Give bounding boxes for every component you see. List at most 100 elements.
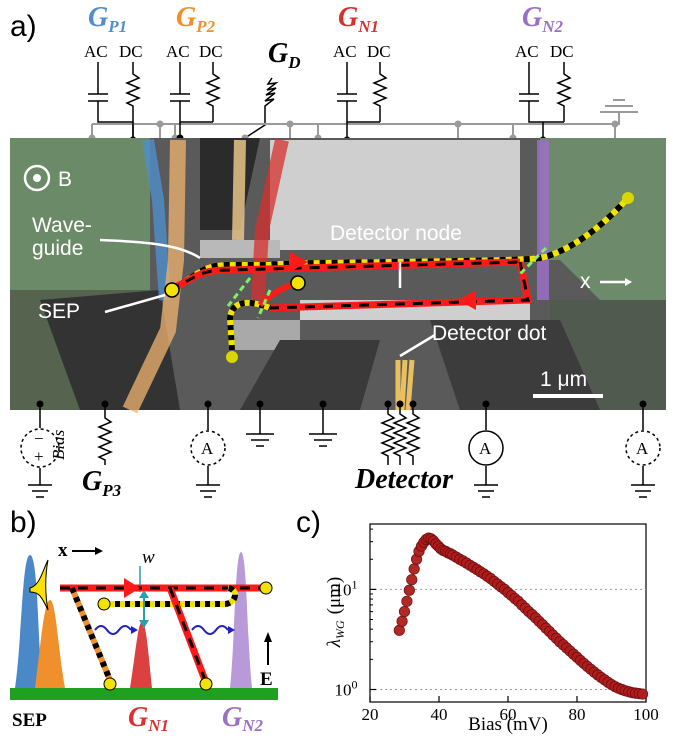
- panel-label-a: a): [10, 10, 37, 43]
- waveguide-label-1: Wave-: [32, 214, 92, 237]
- scale-bar-label: 1 μm: [540, 368, 587, 391]
- sem-labels: B Wave- guide Detector node SEP Detector…: [23, 164, 632, 398]
- sem-image: [10, 138, 666, 414]
- scale-bar: [533, 394, 603, 398]
- data-points: [393, 532, 649, 700]
- waveguide-label-2: guide: [32, 237, 83, 260]
- e-label: E: [260, 669, 273, 690]
- data-point: [403, 584, 415, 596]
- ammeter-label-2: A: [479, 439, 492, 458]
- bottom-circuit: − + Bias GP3 A Detector A A: [20, 400, 661, 500]
- gate-n2-b-sub: N2: [241, 716, 263, 735]
- ac-label-p1: AC: [84, 42, 108, 61]
- chart: 20 40 60 80 100 100 101 Bias (mV) λWG (μm): [324, 523, 659, 735]
- y-tick-label-1: 101: [335, 577, 358, 599]
- sep-label: SEP: [38, 300, 80, 323]
- gate-d-sub: D: [287, 53, 300, 72]
- detector-resistors: [380, 404, 421, 465]
- resistor-p1: [125, 62, 141, 140]
- gate-n1-b-name: G: [128, 702, 148, 733]
- gate-title-n1: GN1: [338, 2, 379, 36]
- y-ticks: 100 101: [335, 528, 376, 699]
- gate-title-d: GD: [268, 38, 301, 72]
- svg-text:GN2: GN2: [222, 702, 264, 735]
- y-axis-label-units: (μm): [324, 577, 345, 615]
- data-point: [408, 563, 420, 575]
- y-axis-label-sub: WG: [333, 620, 347, 639]
- dc-label-p2: DC: [199, 42, 223, 61]
- x-direction-label: x: [580, 270, 591, 293]
- bias-minus: −: [34, 429, 44, 448]
- panel-label-b: b): [10, 506, 37, 539]
- x-arrow-icon: [625, 278, 632, 286]
- detector-label: Detector: [354, 464, 454, 495]
- data-point: [636, 688, 649, 700]
- y-tick-label-0: 100: [335, 677, 358, 699]
- ground-plane: [10, 688, 278, 700]
- x-tick-label-3: 80: [569, 705, 586, 724]
- svg-text:GN2: GN2: [522, 2, 564, 36]
- data-point: [398, 605, 411, 618]
- acdc-labels: AC DC AC DC AC DC AC DC: [84, 42, 574, 61]
- ammeter-label-1: A: [201, 439, 214, 458]
- ground-1-icon: [246, 404, 274, 447]
- gate-n2-b-name: G: [222, 702, 242, 733]
- gate-n2-sub: N2: [541, 17, 563, 36]
- edge-channels: [164, 192, 634, 363]
- dc-label-n2: DC: [550, 42, 574, 61]
- sep-dot-icon: [164, 282, 180, 298]
- ammeter-icon-3: [625, 430, 661, 466]
- ac-label-p2: AC: [166, 42, 190, 61]
- gate-n2-name: G: [522, 2, 542, 33]
- gate-p3-name: G: [82, 466, 102, 497]
- gate-n1-name: G: [338, 2, 358, 33]
- dc-label-p1: DC: [119, 42, 143, 61]
- svg-text:GP1: GP1: [88, 2, 127, 36]
- data-point: [406, 574, 418, 586]
- gate-n1-sub: N1: [357, 17, 379, 36]
- ammeter-icon-2: [468, 430, 504, 466]
- gate-p2-name: G: [176, 2, 196, 33]
- gate-p1-sub: P1: [107, 17, 127, 36]
- svg-text:GP3: GP3: [82, 466, 122, 500]
- x-tick-label-1: 40: [431, 705, 448, 724]
- ground-2-icon: [309, 404, 337, 447]
- svg-text:GN1: GN1: [128, 702, 169, 735]
- detector-node-label: Detector node: [330, 222, 462, 245]
- b-field-out-icon: [23, 164, 51, 192]
- top-circuit: [88, 62, 638, 144]
- w-label: w: [142, 547, 155, 568]
- chart-grid: [370, 588, 646, 690]
- panel-label-c: c): [296, 506, 321, 539]
- x-label-b: x: [58, 540, 68, 561]
- x-ticks: 20 40 60 80 100: [362, 696, 659, 724]
- ac-label-n1: AC: [333, 42, 357, 61]
- dc-label-n1: DC: [367, 42, 391, 61]
- bias-source-icon: [20, 428, 60, 468]
- gate-p3-sub: P3: [101, 481, 121, 500]
- schematic-b: x w E SEP GN1 GN2: [10, 540, 278, 735]
- svg-text:GP2: GP2: [176, 2, 216, 36]
- data-point: [401, 595, 413, 607]
- gate-title-n2: GN2: [522, 2, 564, 36]
- x-tick-label-4: 100: [633, 705, 659, 724]
- ammeter-label-3: A: [636, 439, 649, 458]
- x-tick-label-0: 20: [362, 705, 379, 724]
- svg-text:GN1: GN1: [338, 2, 379, 36]
- bias-plus: +: [34, 447, 44, 466]
- ac-label-n2: AC: [515, 42, 539, 61]
- svg-text:GD: GD: [268, 38, 301, 72]
- bias-label: Bias: [49, 429, 68, 460]
- y-axis-label-main: λ: [324, 639, 345, 648]
- gate-p2-sub: P2: [195, 17, 215, 36]
- arrow-back-icon: [458, 290, 476, 310]
- sep-label-b: SEP: [12, 710, 47, 731]
- arrow-forward-icon: [290, 252, 308, 272]
- y-axis-label: λWG (μm): [324, 577, 347, 649]
- detector-dot-label: Detector dot: [432, 322, 547, 345]
- x-tick-label-2: 60: [500, 705, 517, 724]
- b-field-label: B: [58, 168, 72, 191]
- x-axis-label: Bias (mV): [468, 714, 548, 735]
- gate-title-p1: GP1: [88, 2, 127, 36]
